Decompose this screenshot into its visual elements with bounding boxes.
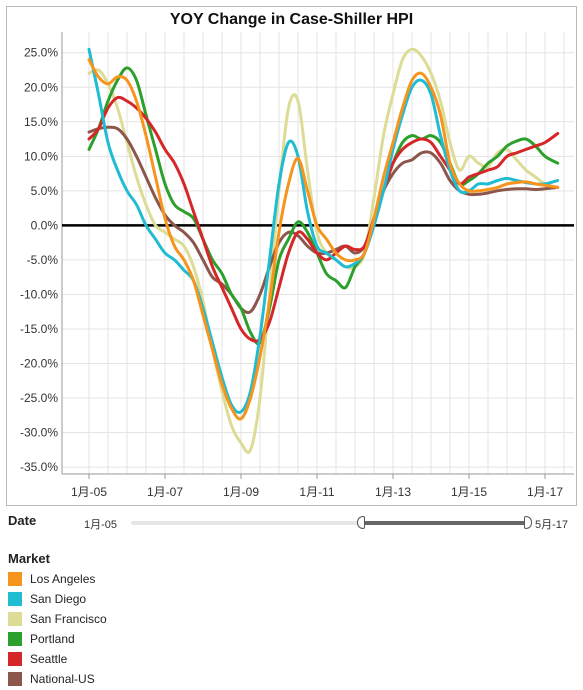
- legend-swatch: [8, 592, 22, 606]
- date-range-start: 1月-05: [84, 519, 118, 531]
- series-line-seattle[interactable]: [87, 95, 560, 343]
- legend-item[interactable]: San Diego: [8, 589, 107, 609]
- y-tick-label: 0.0%: [31, 218, 59, 232]
- x-tick-label: 1月-07: [147, 485, 183, 499]
- legend-item[interactable]: Los Angeles: [8, 569, 107, 589]
- date-slider-selected-range[interactable]: [362, 521, 528, 525]
- x-tick-label: 1月-17: [527, 485, 563, 499]
- date-slider-start-handle[interactable]: [357, 516, 365, 529]
- legend-item[interactable]: National-US: [8, 669, 107, 689]
- legend-item[interactable]: San Francisco: [8, 609, 107, 629]
- legend-label: San Diego: [30, 592, 87, 606]
- tick-labels: 25.0% 20.0% 15.0% 10.0% 5.0% 0.0% -5.0% -10.0% -…: [20, 46, 563, 499]
- chart-container: YOY Change in Case-Shiller HPI: [6, 6, 577, 506]
- y-tick-label: -10.0%: [20, 287, 58, 301]
- y-tick-label: -25.0%: [20, 391, 58, 405]
- series-line-los-angeles[interactable]: [87, 58, 560, 421]
- y-tick-label: -35.0%: [20, 460, 58, 474]
- y-tick-label: -5.0%: [27, 253, 59, 267]
- legend-label: San Francisco: [30, 612, 107, 626]
- legend-label: Portland: [30, 632, 75, 646]
- legend-title: Market: [8, 551, 50, 566]
- line-chart: 25.0% 20.0% 15.0% 10.0% 5.0% 0.0% -5.0% -10.0% -…: [20, 32, 574, 499]
- legend-label: Seattle: [30, 652, 68, 666]
- legend-swatch: [8, 632, 22, 646]
- legend-label: Los Angeles: [30, 572, 96, 586]
- legend-label: National-US: [30, 672, 95, 686]
- y-tick-label: -15.0%: [20, 322, 58, 336]
- date-filter-label: Date: [8, 513, 37, 528]
- x-tick-label: 1月-05: [71, 485, 107, 499]
- series-line-san-francisco[interactable]: [87, 47, 560, 454]
- legend-swatch: [8, 652, 22, 666]
- legend-swatch: [8, 672, 22, 686]
- y-tick-label: 25.0%: [24, 46, 58, 60]
- y-tick-label: 15.0%: [24, 115, 58, 129]
- x-tick-label: 1月-11: [299, 485, 334, 499]
- chart-title: YOY Change in Case-Shiller HPI: [169, 11, 414, 28]
- date-range-end: 5月-17: [535, 519, 569, 531]
- legend-item[interactable]: Seattle: [8, 649, 107, 669]
- y-tick-label: 20.0%: [24, 80, 58, 94]
- y-tick-label: -30.0%: [20, 426, 58, 440]
- legend-swatch: [8, 572, 22, 586]
- x-tick-label: 1月-13: [375, 485, 411, 499]
- date-slider-end-handle[interactable]: [524, 516, 532, 529]
- legend-item[interactable]: Portland: [8, 629, 107, 649]
- y-tick-label: 10.0%: [24, 149, 58, 163]
- x-tick-label: 1月-15: [451, 485, 487, 499]
- series-lines[interactable]: [87, 47, 560, 454]
- date-slider-track[interactable]: [131, 521, 531, 525]
- x-tick-label: 1月-09: [223, 485, 259, 499]
- y-tick-label: -20.0%: [20, 357, 58, 371]
- legend: Los Angeles San Diego San Francisco Portlan…: [8, 569, 107, 689]
- series-line-san-diego[interactable]: [87, 47, 560, 415]
- legend-swatch: [8, 612, 22, 626]
- series-line-national-us[interactable]: [87, 125, 560, 315]
- y-tick-label: 5.0%: [31, 184, 59, 198]
